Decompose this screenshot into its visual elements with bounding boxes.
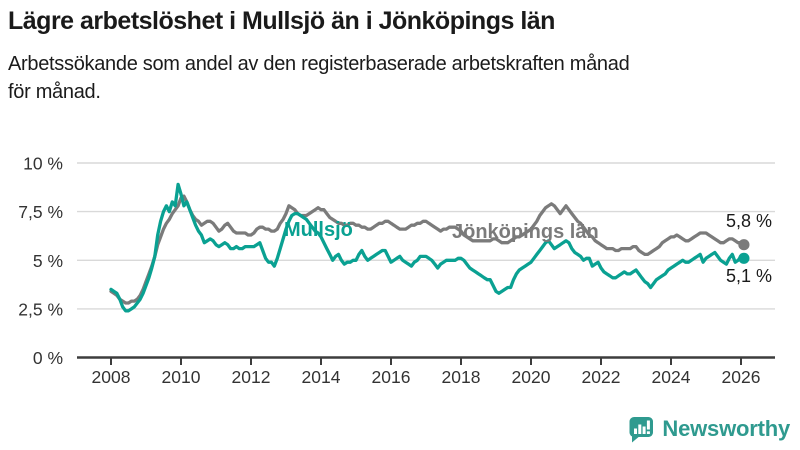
chart-header: Lägre arbetslöshet i Mullsjö än i Jönköp…: [8, 6, 792, 107]
series-name-label: Jönköpings län: [452, 221, 599, 243]
x-axis-label: 2012: [232, 367, 271, 387]
y-axis-label: 2,5 %: [18, 299, 63, 319]
x-axis-label: 2014: [302, 367, 341, 387]
y-axis-label: 7,5 %: [18, 202, 63, 222]
x-axis-label: 2018: [442, 367, 481, 387]
series-end-dot: [738, 252, 750, 264]
x-axis-label: 2024: [652, 367, 691, 387]
newsworthy-brand: Newsworthy: [627, 415, 790, 443]
series-line-j-nk-pings-l-n: [109, 194, 746, 305]
series-end-dot: [738, 239, 750, 251]
chart-subtitle: Arbetssökande som andel av den registerb…: [8, 53, 630, 104]
newsworthy-brand-text: Newsworthy: [662, 416, 790, 441]
series-end-value-label: 5,8 %: [726, 211, 772, 231]
x-axis-label: 2016: [372, 367, 411, 387]
newsworthy-logo-icon: [629, 417, 654, 443]
y-axis-label: 5 %: [33, 251, 63, 271]
y-axis-label: 0 %: [33, 348, 63, 368]
series-name-label: Mullsjö: [284, 219, 353, 241]
series-line-mullsj-: [109, 182, 746, 313]
y-axis-label: 10 %: [23, 154, 63, 174]
x-axis-label: 2020: [512, 367, 551, 387]
x-axis-label: 2008: [92, 367, 131, 387]
series-end-value-label: 5,1 %: [726, 266, 772, 286]
x-axis-label: 2026: [722, 367, 761, 387]
x-axis-label: 2022: [582, 367, 621, 387]
line-chart: 0 % 2,5 % 5 % 7,5 % 10 % 2008 2010 2012 2014 2016…: [18, 154, 775, 387]
x-axis-label: 2010: [162, 367, 201, 387]
chart-title: Lägre arbetslöshet i Mullsjö än i Jönköp…: [8, 7, 555, 35]
